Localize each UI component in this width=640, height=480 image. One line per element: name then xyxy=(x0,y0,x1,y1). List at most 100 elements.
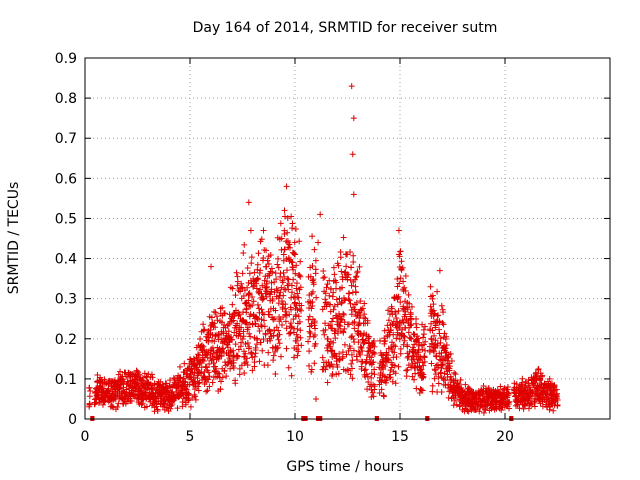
data-point xyxy=(275,264,282,271)
data-point xyxy=(392,380,399,387)
data-point xyxy=(385,307,392,314)
data-point xyxy=(400,332,407,339)
data-point xyxy=(282,305,289,312)
data-point xyxy=(371,371,378,378)
data-point xyxy=(245,290,252,297)
data-point xyxy=(356,319,363,326)
data-point xyxy=(364,320,371,327)
data-point xyxy=(331,303,338,310)
data-point xyxy=(275,336,282,343)
data-point xyxy=(250,283,257,290)
data-point xyxy=(283,308,290,315)
data-point xyxy=(417,366,424,373)
data-point xyxy=(465,393,472,400)
data-point xyxy=(348,83,355,90)
data-point xyxy=(197,335,204,342)
data-point xyxy=(192,393,199,400)
data-point xyxy=(319,354,326,361)
data-point xyxy=(336,350,343,357)
data-point xyxy=(297,284,304,291)
data-point xyxy=(428,360,435,367)
data-point xyxy=(360,340,367,347)
data-point xyxy=(259,347,266,354)
data-point xyxy=(214,317,221,324)
data-point xyxy=(448,357,455,364)
data-point xyxy=(275,300,282,307)
data-point xyxy=(219,374,226,381)
data-point xyxy=(275,327,282,334)
data-point xyxy=(361,311,368,318)
data-point xyxy=(351,325,358,332)
data-point xyxy=(415,335,422,342)
data-point xyxy=(182,385,189,392)
data-point xyxy=(236,365,243,372)
data-point xyxy=(245,297,252,304)
data-point xyxy=(350,252,357,259)
data-point xyxy=(236,311,243,318)
data-point xyxy=(284,215,291,222)
data-point xyxy=(243,355,250,362)
data-point xyxy=(371,383,378,390)
x-tick-label: 10 xyxy=(286,429,304,445)
data-point xyxy=(354,268,361,275)
data-point xyxy=(393,314,400,321)
data-point xyxy=(263,293,270,300)
data-point xyxy=(407,322,414,329)
y-tick-label: 0.1 xyxy=(55,372,77,388)
data-point xyxy=(291,251,298,258)
axis-ticks xyxy=(84,57,610,420)
y-axis-label: SRMTID / TECUs xyxy=(6,182,22,295)
data-point xyxy=(287,320,294,327)
data-point xyxy=(280,269,287,276)
data-point xyxy=(259,309,266,316)
data-point xyxy=(234,320,241,327)
data-point xyxy=(244,284,251,291)
data-point xyxy=(506,405,513,412)
data-point xyxy=(382,379,389,386)
data-point xyxy=(382,363,389,370)
data-point xyxy=(192,396,199,403)
data-point xyxy=(397,345,404,352)
data-point xyxy=(395,227,402,234)
data-point xyxy=(232,292,239,299)
data-point xyxy=(330,289,337,296)
data-point xyxy=(347,345,354,352)
data-point xyxy=(136,371,143,378)
data-point xyxy=(441,330,448,337)
data-point xyxy=(234,352,241,359)
data-point xyxy=(345,321,352,328)
data-point xyxy=(241,360,248,367)
y-tick-label: 0.7 xyxy=(55,131,77,147)
data-point xyxy=(286,244,293,251)
data-point xyxy=(194,375,201,382)
data-point xyxy=(282,318,289,325)
data-point xyxy=(476,408,483,415)
data-point xyxy=(554,402,561,409)
data-point xyxy=(345,367,352,374)
data-point xyxy=(298,307,305,314)
data-point xyxy=(326,292,333,299)
data-point xyxy=(258,306,265,313)
data-point xyxy=(200,343,207,350)
data-point xyxy=(97,374,104,381)
data-point xyxy=(404,343,411,350)
data-point xyxy=(337,254,344,261)
data-point xyxy=(378,386,385,393)
data-point xyxy=(422,347,429,354)
data-point xyxy=(353,273,360,280)
data-point xyxy=(399,264,406,271)
data-point xyxy=(238,339,245,346)
data-point xyxy=(177,363,183,370)
data-point xyxy=(378,351,385,358)
data-point xyxy=(413,324,420,331)
data-point xyxy=(362,366,369,373)
data-point xyxy=(359,305,366,312)
data-point xyxy=(163,380,170,387)
data-point xyxy=(394,294,401,301)
data-point xyxy=(428,335,435,342)
data-point xyxy=(394,283,401,290)
data-point xyxy=(331,271,338,278)
data-point xyxy=(283,183,290,190)
data-point xyxy=(274,261,281,268)
